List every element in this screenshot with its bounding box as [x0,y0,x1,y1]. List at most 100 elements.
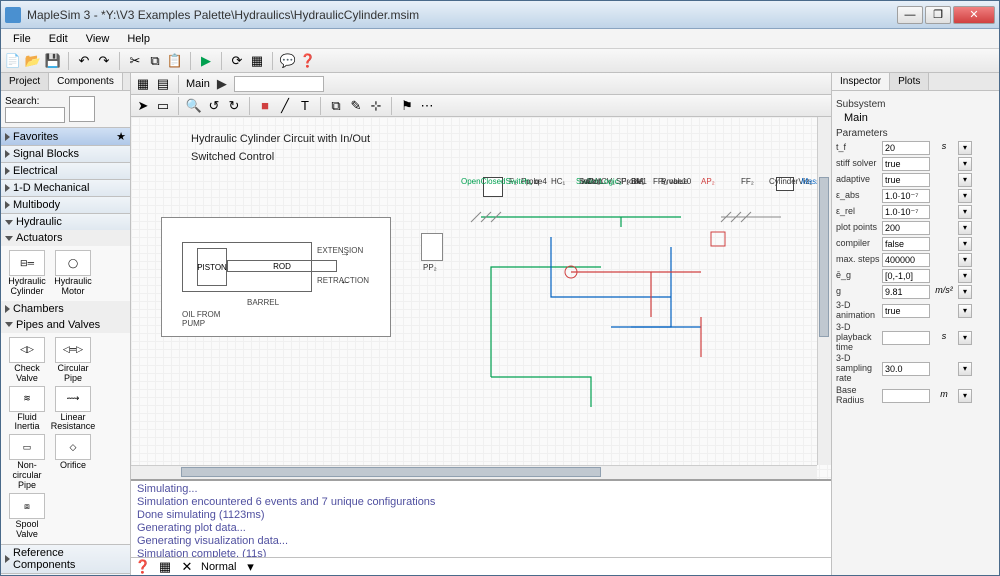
more-icon[interactable]: ⋯ [419,98,435,114]
section-1d-mechanical[interactable]: 1-D Mechanical [1,179,130,196]
grid-icon[interactable]: ▦ [135,76,151,92]
section-signal-blocks[interactable]: Signal Blocks [1,145,130,162]
menu-view[interactable]: View [78,31,118,47]
pal-hydraulic-motor[interactable]: ◯Hydraulic Motor [51,250,95,297]
canvas-hscroll[interactable] [131,465,817,479]
redo-icon[interactable]: ↷ [96,53,112,69]
cut-icon[interactable]: ✂ [127,53,143,69]
clear-log-icon[interactable]: ✕ [179,559,195,575]
play-icon[interactable]: ▶ [198,53,214,69]
param-dropdown[interactable]: ▾ [958,221,972,235]
zoom-icon[interactable]: 🔍 [186,98,202,114]
param-value-input[interactable] [882,304,930,318]
rotate-l-icon[interactable]: ↺ [206,98,222,114]
param-value-input[interactable] [882,362,930,376]
param-dropdown[interactable]: ▾ [958,331,972,345]
section-favorites[interactable]: Favorites★ [1,127,130,145]
save-icon[interactable]: 💾 [45,53,61,69]
param-value-input[interactable] [882,285,930,299]
param-dropdown[interactable]: ▾ [958,362,972,376]
shape-icon[interactable]: ■ [257,98,273,114]
speech-icon[interactable]: 💬 [280,53,296,69]
search-input[interactable] [5,107,65,123]
param-value-input[interactable] [882,221,930,235]
line-icon[interactable]: ╱ [277,98,293,114]
pal-orifice[interactable]: ◇Orifice [51,434,95,491]
section-sensors[interactable]: Sensors [1,573,130,575]
param-value-input[interactable] [882,331,930,345]
param-value-input[interactable] [882,269,930,283]
status-dd-icon[interactable]: ▾ [242,559,258,575]
param-dropdown[interactable]: ▾ [958,173,972,187]
pal-fluid-inertia[interactable]: ≋Fluid Inertia [5,386,49,433]
param-dropdown[interactable]: ▾ [958,304,972,318]
group-icon[interactable]: ⧉ [328,98,344,114]
param-dropdown[interactable]: ▾ [958,269,972,283]
pal-circular-pipe[interactable]: ◁═▷Circular Pipe [51,337,95,384]
breadcrumb-play-icon[interactable]: ▶ [214,76,230,92]
param-value-input[interactable] [882,205,930,219]
param-dropdown[interactable]: ▾ [958,285,972,299]
canvas-vscroll[interactable] [817,117,831,465]
pal-spool-valve[interactable]: ⧈Spool Valve [5,493,49,540]
menu-edit[interactable]: Edit [41,31,76,47]
pal-linear-resistance[interactable]: ⟿Linear Resistance [51,386,95,433]
section-hydraulic[interactable]: Hydraulic [1,213,130,230]
copy-icon[interactable]: ⧉ [147,53,163,69]
probe-icon[interactable]: ⊹ [368,98,384,114]
param-dropdown[interactable]: ▾ [958,389,972,403]
close-button[interactable]: ✕ [953,6,995,24]
tab-plots[interactable]: Plots [890,73,929,90]
pal-noncircular-pipe[interactable]: ▭Non-circular Pipe [5,434,49,491]
maximize-button[interactable]: ❐ [925,6,951,24]
subhdr-actuators[interactable]: Actuators [1,230,130,246]
param-dropdown[interactable]: ▾ [958,157,972,171]
doc-icon[interactable]: ▦ [249,53,265,69]
param-dropdown[interactable]: ▾ [958,189,972,203]
tab-components[interactable]: Components [49,73,123,90]
paste-icon[interactable]: 📋 [167,53,183,69]
open-icon[interactable]: 📂 [25,53,41,69]
section-electrical[interactable]: Electrical [1,162,130,179]
layers-icon[interactable]: ▤ [155,76,171,92]
undo-icon[interactable]: ↶ [76,53,92,69]
help2-icon[interactable]: ❓ [135,559,151,575]
text-icon[interactable]: T [297,98,313,114]
pal-hydraulic-cylinder[interactable]: ⊟═Hydraulic Cylinder [5,250,49,297]
section-reference-components[interactable]: Reference Components [1,544,130,573]
param-dropdown[interactable]: ▾ [958,237,972,251]
pal-check-valve[interactable]: ◁▷Check Valve [5,337,49,384]
pointer-icon[interactable]: ➤ [135,98,151,114]
param-dropdown[interactable]: ▾ [958,253,972,267]
param-value-input[interactable] [882,389,930,403]
tab-project[interactable]: Project [1,73,49,90]
rotate-r-icon[interactable]: ↻ [226,98,242,114]
section-multibody[interactable]: Multibody [1,196,130,213]
param-dropdown[interactable]: ▾ [958,205,972,219]
param-dropdown[interactable]: ▾ [958,141,972,155]
param-value-input[interactable] [882,141,930,155]
select-icon[interactable]: ▭ [155,98,171,114]
menu-file[interactable]: File [5,31,39,47]
breadcrumb-combo[interactable] [234,76,324,92]
flag-icon[interactable]: ⚑ [399,98,415,114]
param-unit [932,237,956,251]
param-value-input[interactable] [882,253,930,267]
edit-icon[interactable]: ✎ [348,98,364,114]
refresh-icon[interactable]: ⟳ [229,53,245,69]
param-value-input[interactable] [882,237,930,251]
param-value-input[interactable] [882,157,930,171]
menu-help[interactable]: Help [119,31,158,47]
tab-inspector[interactable]: Inspector [832,73,890,90]
subhdr-pipes[interactable]: Pipes and Valves [1,317,130,333]
breadcrumb[interactable]: Main [186,78,210,90]
subhdr-chambers[interactable]: Chambers [1,301,130,317]
minimize-button[interactable]: — [897,6,923,24]
param-value-input[interactable] [882,189,930,203]
help-icon[interactable]: ❓ [300,53,316,69]
canvas[interactable]: Hydraulic Cylinder Circuit with In/OutSw… [131,117,831,479]
circuit-diagram[interactable]: Probe1 HC₁ DM s₁ FF₂ CylinderViz₁ MassSp… [421,177,821,427]
new-file-icon[interactable]: 📄 [5,53,21,69]
doc2-icon[interactable]: ▦ [157,559,173,575]
param-value-input[interactable] [882,173,930,187]
